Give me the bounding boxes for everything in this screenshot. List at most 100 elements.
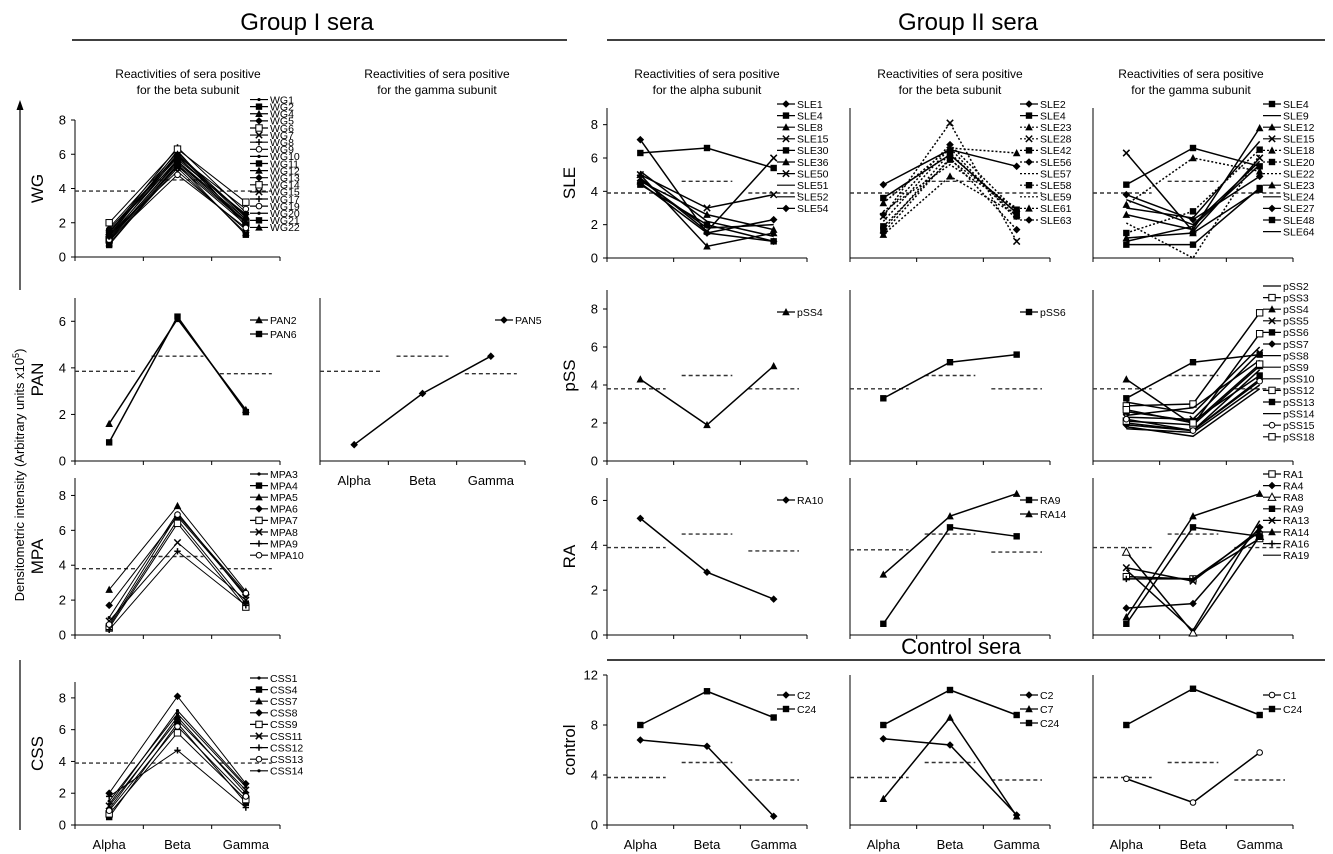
data-point [1256,749,1263,756]
series-line [882,146,1018,222]
legend-item-pss4: pSS4 [1263,304,1309,316]
legend-item-pss4: pSS4 [777,307,823,319]
data-point [880,620,887,627]
data-point [946,524,954,531]
legend-label: SLE8 [797,122,823,134]
data-point [107,615,111,620]
y-tick-label: 6 [591,493,598,508]
legend-marker [257,97,261,102]
legend-item-sle63: SLE63 [1020,215,1072,227]
legend-label: SLE23 [1283,180,1315,192]
y-tick-label: 6 [59,523,66,538]
legend-item-mpa3: MPA3 [250,469,298,481]
legend-marker [255,505,263,513]
series-sle20 [1123,146,1263,237]
series-line [882,526,1017,625]
legend-marker [782,496,790,504]
series-pan6 [105,313,250,446]
series-wg21 [105,161,250,249]
legend-label: RA14 [1040,509,1066,521]
legend-label: WG19 [270,201,300,213]
legend-label: RA9 [1040,495,1061,507]
data-point [173,538,182,547]
legend-marker [255,173,263,182]
legend-label: MPA9 [270,538,298,550]
data-point [1255,360,1264,368]
legend-marker [782,691,790,699]
data-point [1123,241,1130,248]
data-point [1122,190,1131,199]
data-point [703,420,711,429]
data-point [1123,229,1130,237]
y-tick-label: 2 [591,416,598,431]
column-title-g2-alpha: Reactivities of sera positive for the al… [634,67,780,97]
legend-label: WG8 [270,137,294,149]
legend-item-ra16: RA16 [1263,538,1309,550]
y-tick-label: 8 [59,690,66,705]
legend-marker [1025,158,1033,166]
legend-marker [1268,691,1276,699]
legend-item-css7: CSS7 [250,696,298,708]
series-sle27 [1122,172,1264,224]
legend-marker [257,154,261,158]
legend-item-ra8: RA8 [1263,492,1304,504]
svg-text:Reactivities of sera positive: Reactivities of sera positive [634,67,780,81]
series-line [882,158,1018,227]
legend-label: WG11 [270,158,299,170]
legend-item-pss8: pSS8 [1263,350,1309,362]
legend-item-css11: CSS11 [250,731,303,743]
series-ra19 [1125,520,1261,632]
legend-marker [1025,182,1033,189]
legend-item-wg13: WG13 [250,173,300,185]
legend-label: PAN5 [515,315,542,327]
svg-text:for the beta subunit: for the beta subunit [899,83,1002,97]
data-point [703,210,711,218]
legend-item-sle56: SLE56 [1020,157,1072,169]
legend-label: PAN2 [270,315,297,327]
legend-item-pss15: pSS15 [1263,420,1315,432]
y-tick-label: 8 [59,113,66,128]
panel-sle-alpha: 0 2 4 6 8 SLE SLE1SLE4SLE8SLE15SLE30SLE36SLE50… [560,99,829,266]
data-point [107,799,111,803]
group2-header: Group II sera [898,9,1039,36]
y-tick-label: 8 [591,718,598,733]
control-header: Control sera [901,634,1022,659]
legend-marker [255,540,263,547]
legend-item-sle24: SLE24 [1263,192,1315,204]
data-point [1122,563,1131,572]
series-c24 [1123,685,1263,729]
legend-item-css14: CSS14 [250,766,303,778]
legend-label: pSS18 [1283,432,1315,444]
data-point [946,713,954,721]
panel-wg-beta: 02468WGWG1WG2WG4WG5WG6WG7WG8WG9WG10WG11W… [28,94,300,264]
series-line [1126,359,1261,417]
data-point [1189,685,1197,692]
row-label-wg: WG [28,174,47,203]
data-point [1255,309,1264,317]
data-point [1255,167,1264,175]
legend-marker [1268,421,1276,429]
data-point [1255,124,1264,132]
data-point [105,439,113,446]
legend-marker [782,123,790,131]
series-line [639,179,774,229]
data-point [946,140,954,149]
legend: C2 C7 C24 [1020,690,1059,730]
row-label-pss: pSS [560,359,579,391]
legend-item-sle61: SLE61 [1020,203,1072,215]
legend-label: WG14 [270,180,300,192]
data-point [1256,377,1263,385]
legend-label: WG4 [270,109,294,121]
legend-item-mpa6: MPA6 [250,504,298,516]
data-point [242,596,250,604]
legend-item-css12: CSS12 [250,742,303,754]
legend-label: SLE4 [1283,99,1309,111]
x-tick-label-alpha: Alpha [93,837,127,852]
legend-marker [257,472,261,476]
legend-label: pSS2 [1283,281,1309,293]
data-point [173,501,182,510]
series-line [108,550,247,631]
data-point [173,716,182,724]
data-point [1123,575,1130,583]
